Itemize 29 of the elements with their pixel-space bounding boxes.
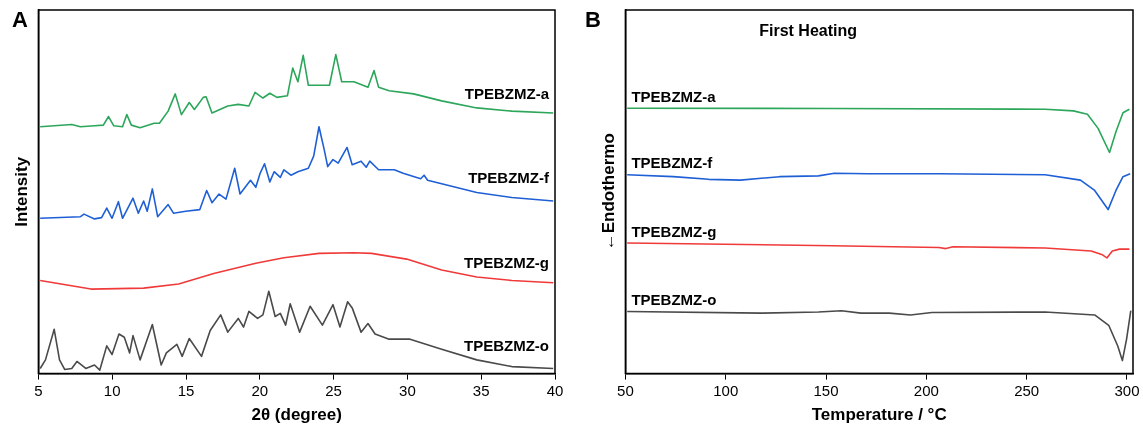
x-tick-label: 25 [325,381,342,399]
x-tick-label: 15 [177,381,195,399]
text: A [12,7,28,33]
x-tick-label: 30 [399,381,416,399]
x-axis-title: 2θ (degree) [251,405,342,425]
x-tick-label: 10 [103,381,121,399]
x-tick-label: 50 [617,381,634,399]
series-label: TPEBZMZ-f [631,154,714,172]
x-tick-label: 5 [34,381,43,399]
series-label: TPEBZMZ-a [631,87,717,105]
series-label: TPEBZMZ-f [468,169,550,187]
x-tick-label: 100 [713,381,739,399]
series-label: TPEBZMZ-o [464,336,549,354]
x-tick-label: 250 [1014,381,1040,399]
series-label: TPEBZMZ-o [631,291,717,309]
chart-title: First Heating [759,22,858,40]
series-label: TPEBZMZ-a [464,84,550,102]
series-label: TPEBZMZ-g [631,222,717,240]
series-label: TPEBZMZ-g [464,253,549,271]
y-axis-title: ←Endothermo [598,133,618,251]
x-tick-label: 200 [913,381,939,399]
text: B [585,7,601,33]
x-tick-label: 20 [251,381,269,399]
x-tick-label: 150 [813,381,839,399]
x-tick-label: 35 [472,381,490,399]
x-tick-label: 40 [546,381,564,399]
y-axis-title: Intensity [11,156,31,227]
x-axis-title: Temperature / °C [811,405,947,425]
x-tick-label: 300 [1114,381,1140,399]
